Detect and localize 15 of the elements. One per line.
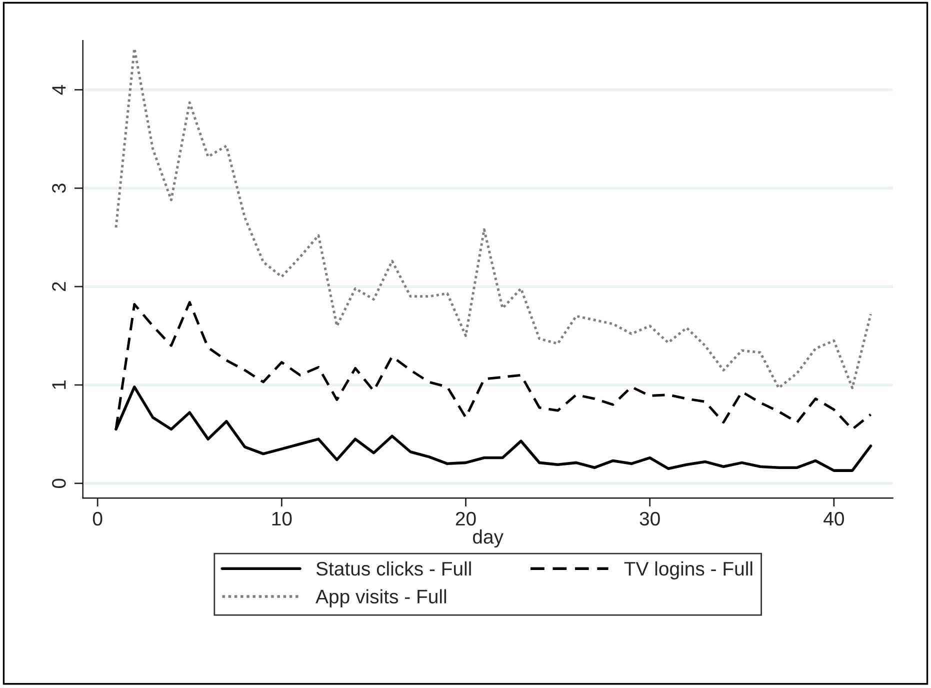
legend-label: Status clicks - Full: [316, 561, 471, 576]
y-tick-label: 1: [52, 380, 66, 389]
x-tick-label: 0: [92, 512, 102, 526]
y-tick-label: 3: [52, 184, 66, 193]
legend-label: TV logins - Full: [624, 561, 752, 580]
x-axis-title: day: [472, 529, 504, 548]
x-tick-label: 10: [272, 512, 292, 526]
y-tick-label: 0: [52, 478, 66, 488]
x-tick-label: 40: [824, 512, 844, 526]
y-tick-label: 2: [52, 282, 66, 291]
x-tick-label: 20: [456, 512, 476, 526]
y-tick-label: 4: [52, 84, 66, 95]
line-series: [114, 47, 872, 390]
legend-label: App visits - Full: [316, 589, 446, 608]
x-tick-label: 30: [640, 512, 660, 526]
